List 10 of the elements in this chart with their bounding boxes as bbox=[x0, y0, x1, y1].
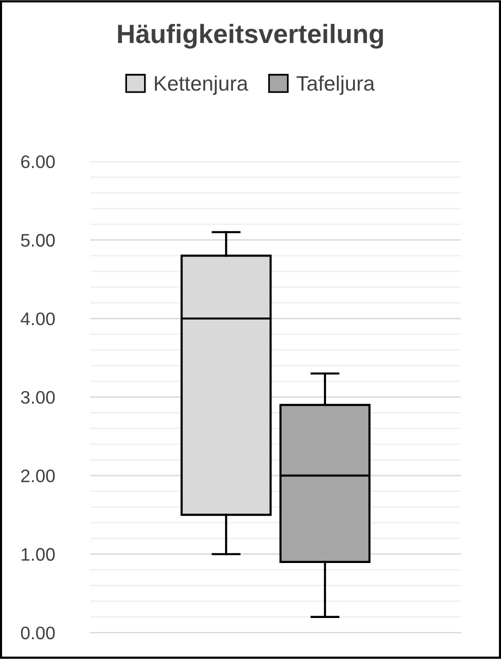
y-tick-label: 6.00 bbox=[21, 155, 55, 168]
y-tick-label: 3.00 bbox=[21, 390, 55, 404]
chart-title: Häufigkeitsverteilung bbox=[118, 24, 383, 49]
legend-label: Kettenjura bbox=[154, 76, 248, 95]
y-tick-label: 4.00 bbox=[20, 312, 55, 326]
y-tick-label: 2.00 bbox=[21, 470, 55, 482]
legend-label: Tafeljura bbox=[296, 76, 375, 95]
y-tick-label: 0.00 bbox=[21, 626, 55, 640]
y-tick-label: 1.00 bbox=[22, 548, 55, 561]
y-tick-label: 5.00 bbox=[21, 234, 55, 247]
